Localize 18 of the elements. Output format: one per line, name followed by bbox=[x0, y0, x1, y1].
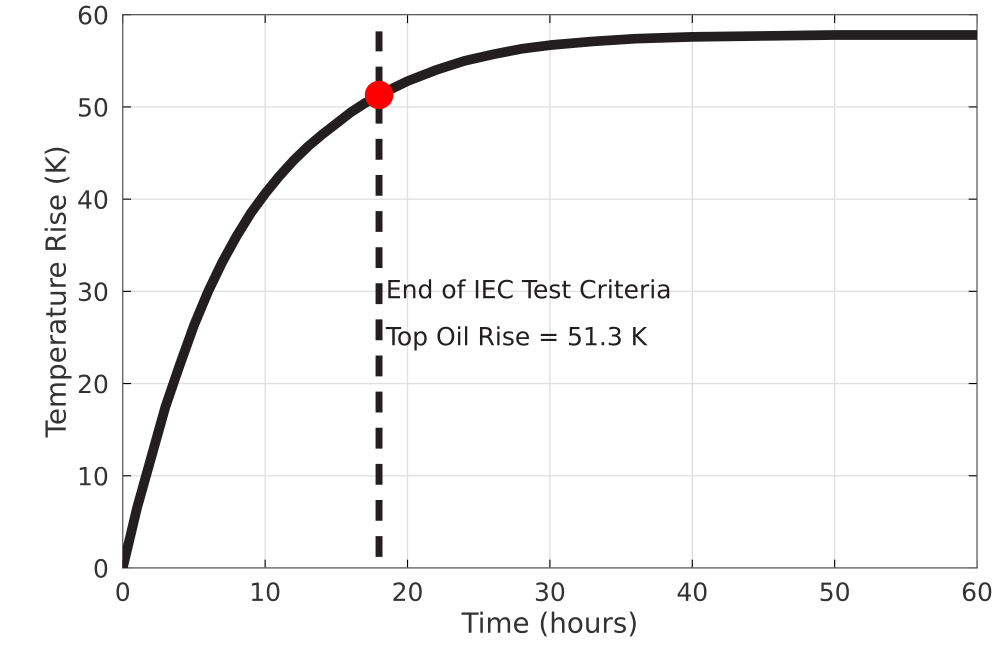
x-tick-label: 40 bbox=[678, 582, 707, 602]
y-tick-label: 60 bbox=[78, 6, 108, 25]
y-tick-label: 30 bbox=[78, 282, 108, 302]
x-tick-label: 60 bbox=[962, 582, 992, 602]
annotation: Top Oil Rise = 51.3 K bbox=[386, 326, 648, 350]
x-axis-title: Time (hours) bbox=[462, 612, 636, 636]
x-tick-label: 50 bbox=[820, 582, 849, 602]
annotation: End of IEC Test Criteria bbox=[388, 279, 670, 299]
y-tick-label: 40 bbox=[78, 190, 108, 209]
y-axis-title: Temperature Rise (K) bbox=[44, 148, 72, 438]
y-tick-label: 20 bbox=[78, 374, 108, 394]
x-tick-label: 20 bbox=[393, 582, 422, 602]
y-tick-label: 50 bbox=[78, 98, 108, 117]
x-tick-label: 30 bbox=[536, 582, 564, 602]
y-tick-label: 0 bbox=[94, 558, 108, 578]
x-tick-label: 10 bbox=[252, 582, 280, 602]
y-tick-label: 10 bbox=[80, 466, 108, 486]
x-tick-label: 0 bbox=[116, 582, 130, 602]
